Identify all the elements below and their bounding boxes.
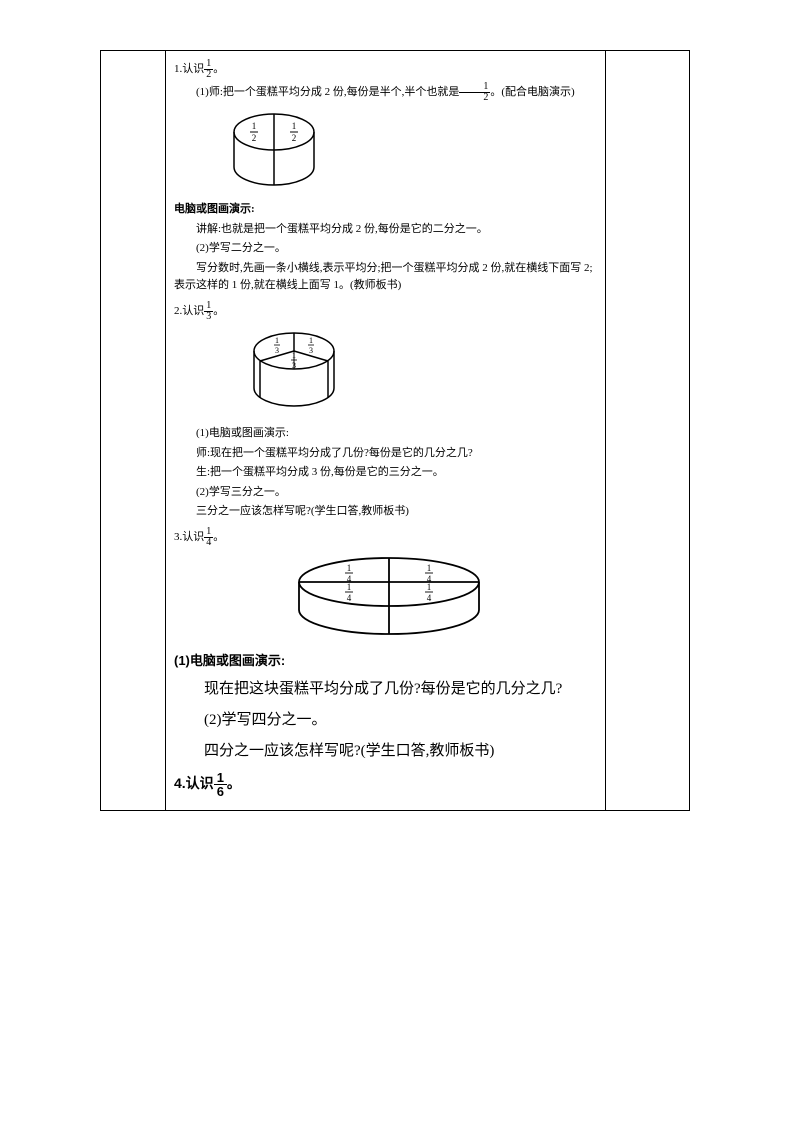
fraction-1-3-icon: 13	[204, 301, 213, 322]
fraction-1-2-icon: 12	[459, 82, 490, 103]
col-left	[101, 51, 166, 810]
svg-text:1: 1	[347, 582, 352, 592]
cake-third-diagram: 1 3 1 3 1 3	[234, 326, 597, 421]
sec1-demo-label: 电脑或图画演示:	[174, 201, 597, 219]
sec2-write: 三分之一应该怎样写呢?(学生口答,教师板书)	[174, 503, 597, 521]
sec1-heading-pre: 1.认识	[174, 63, 204, 75]
sec1-write: 写分数时,先画一条小横线,表示平均分;把一个蛋糕平均分成 2 份,就在横线下面写…	[174, 260, 597, 295]
sec1-p1-pre: (1)师:把一个蛋糕平均分成 2 份,每份是半个,半个也就是	[196, 86, 459, 98]
fraction-1-6-icon: 16	[214, 771, 227, 798]
sec3-heading-post: 。	[213, 531, 224, 543]
sec3-q1: 现在把这块蛋糕平均分成了几份?每份是它的几分之几?	[174, 676, 597, 703]
sec2-subhead: (2)学写三分之一。	[174, 484, 597, 502]
col-right	[606, 51, 689, 810]
svg-text:2: 2	[252, 133, 257, 143]
svg-text:4: 4	[347, 593, 352, 603]
svg-text:1: 1	[427, 582, 432, 592]
sec2-demo-label: (1)电脑或图画演示:	[174, 425, 597, 443]
svg-text:1: 1	[347, 563, 352, 573]
svg-text:3: 3	[292, 361, 296, 370]
sec1-subhead: (2)学写二分之一。	[174, 240, 597, 258]
svg-text:1: 1	[292, 351, 296, 360]
svg-text:4: 4	[427, 593, 432, 603]
sec3-demo-label: (1)电脑或图画演示:	[174, 651, 597, 672]
sec2-q1: 师:现在把一个蛋糕平均分成了几份?每份是它的几分之几?	[174, 445, 597, 463]
svg-text:3: 3	[275, 346, 279, 355]
sec2-heading: 2.认识13。	[174, 301, 597, 322]
sec1-heading: 1.认识12。	[174, 59, 597, 80]
sec1-p1-post: 。(配合电脑演示)	[490, 86, 574, 98]
lesson-table: 1.认识12。 (1)师:把一个蛋糕平均分成 2 份,每份是半个,半个也就是12…	[100, 50, 690, 811]
col-content: 1.认识12。 (1)师:把一个蛋糕平均分成 2 份,每份是半个,半个也就是12…	[166, 51, 606, 810]
svg-text:1: 1	[275, 336, 279, 345]
sec2-a1: 生:把一个蛋糕平均分成 3 份,每份是它的三分之一。	[174, 464, 597, 482]
svg-text:1: 1	[252, 121, 257, 131]
sec3-heading-pre: 3.认识	[174, 531, 204, 543]
sec3-write: 四分之一应该怎样写呢?(学生口答,教师板书)	[174, 738, 597, 765]
sec4-heading: 4.认识16。	[174, 771, 597, 798]
sec2-heading-post: 。	[213, 305, 224, 317]
sec3-subhead: (2)学写四分之一。	[174, 707, 597, 734]
sec4-heading-pre: 4.认识	[174, 775, 214, 791]
svg-text:1: 1	[292, 121, 297, 131]
sec1-heading-post: 。	[213, 63, 224, 75]
sec1-explain: 讲解:也就是把一个蛋糕平均分成 2 份,每份是它的二分之一。	[174, 221, 597, 239]
cake-half-diagram: 1 2 1 2	[214, 107, 597, 197]
sec1-p1: (1)师:把一个蛋糕平均分成 2 份,每份是半个,半个也就是12。(配合电脑演示…	[174, 82, 597, 103]
svg-text:1: 1	[427, 563, 432, 573]
svg-text:1: 1	[309, 336, 313, 345]
fraction-1-2-icon: 12	[204, 59, 213, 80]
svg-text:3: 3	[309, 346, 313, 355]
sec3-heading: 3.认识14。	[174, 527, 597, 548]
sec2-heading-pre: 2.认识	[174, 305, 204, 317]
cake-quarter-diagram: 14 14 14 14	[284, 552, 597, 647]
svg-text:2: 2	[292, 133, 297, 143]
fraction-1-4-icon: 14	[204, 527, 213, 548]
sec4-heading-post: 。	[227, 775, 241, 791]
